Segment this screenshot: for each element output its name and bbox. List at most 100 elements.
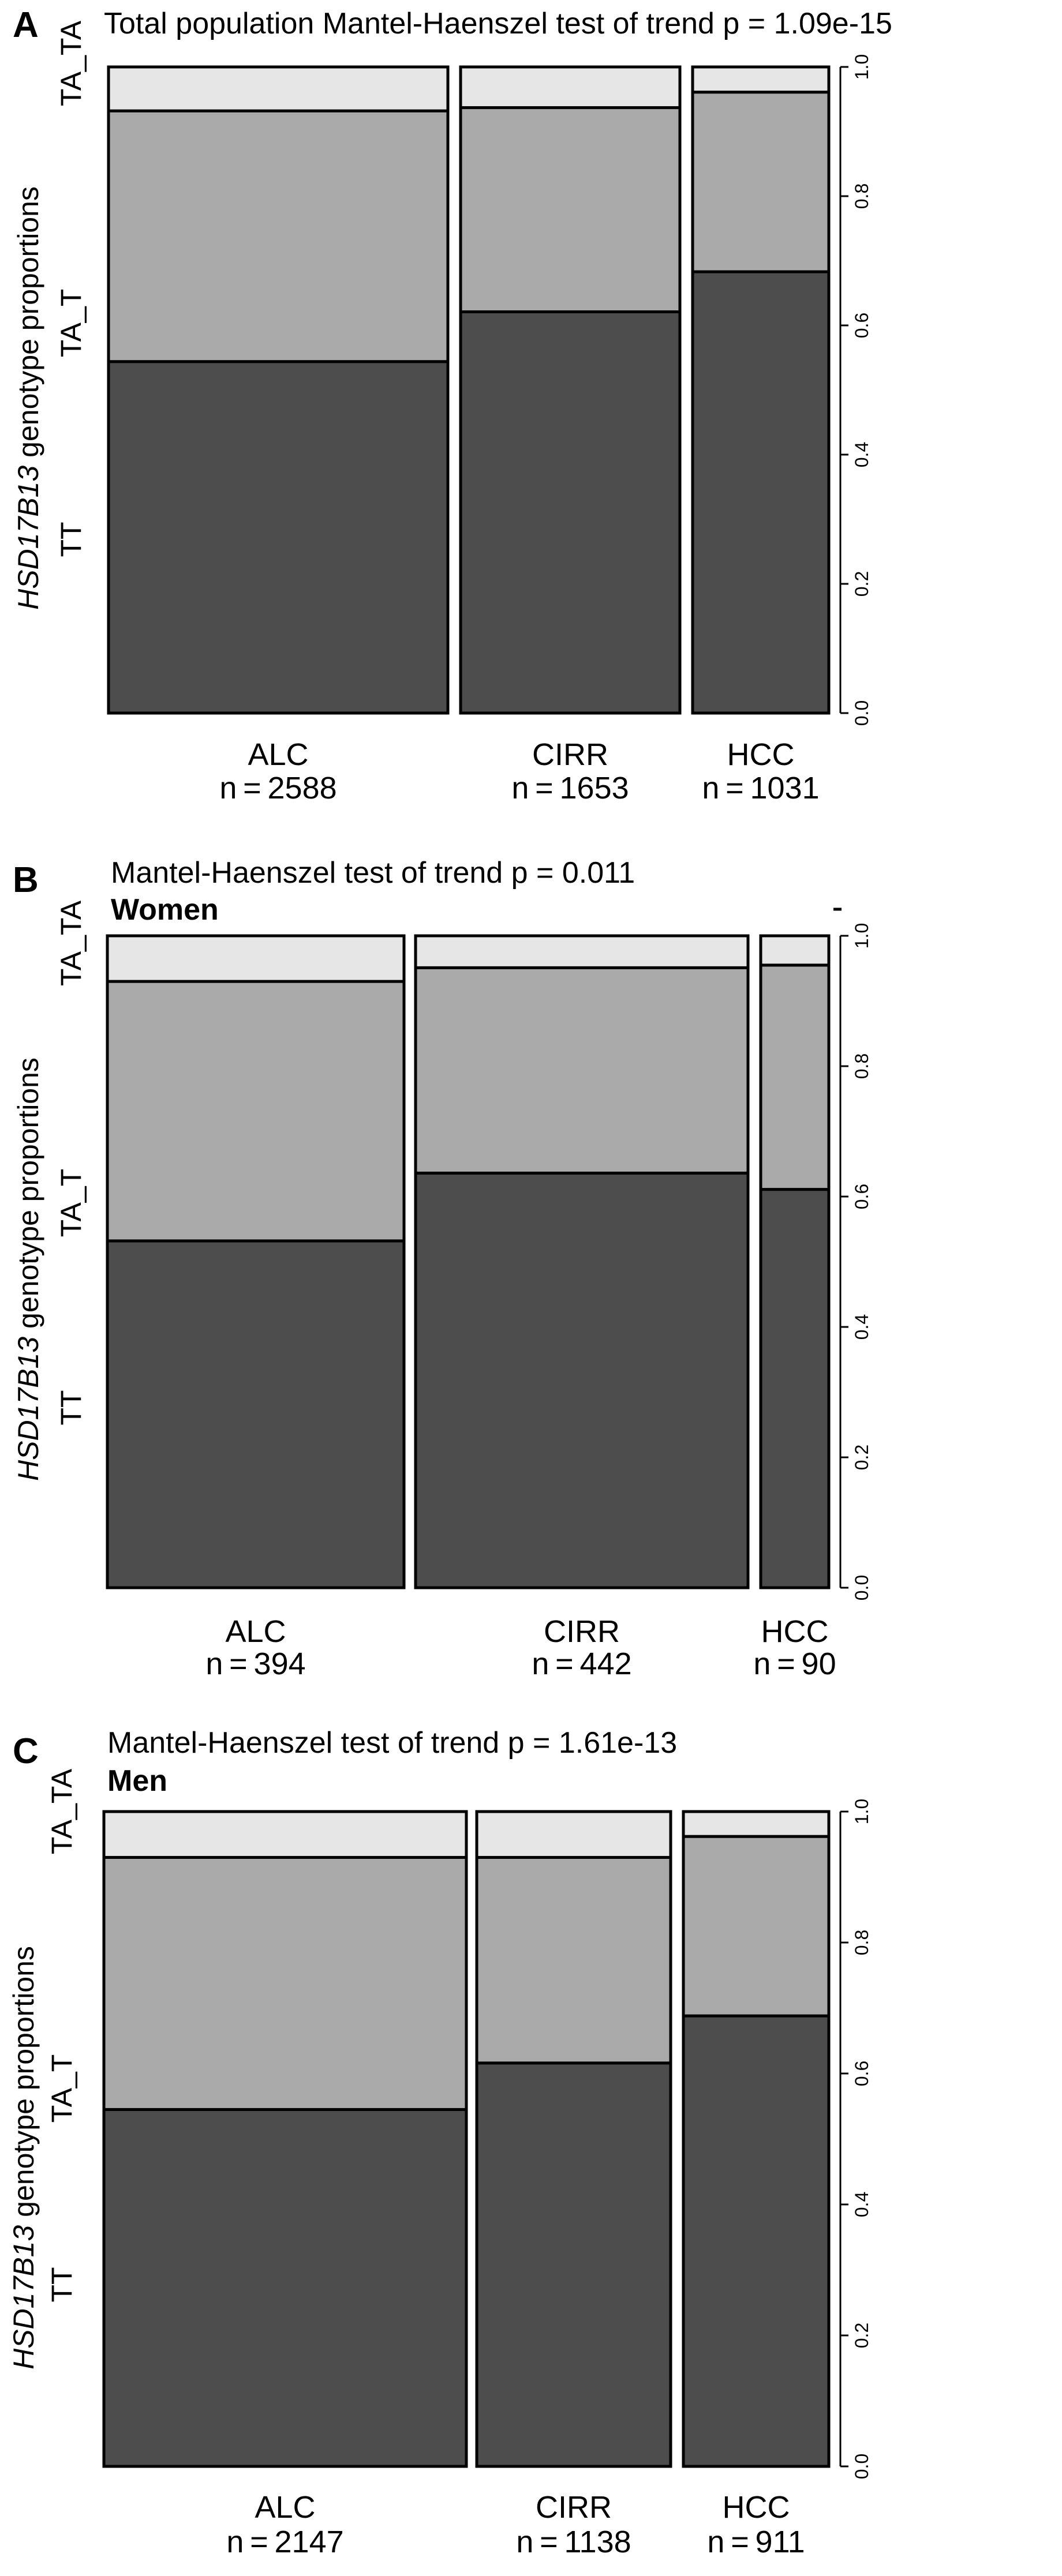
- panel-c: C Mantel-Haenszel test of trend p = 1.61…: [8, 1726, 872, 2559]
- panel-a-y-axis-label-gene: HSD17B13: [12, 466, 44, 610]
- panel-a-bar-hcc-ta-t: [691, 91, 831, 273]
- panel-a-y-tick-label-3: 0.6: [851, 313, 872, 338]
- panel-b-y-tick-label-1: 0.2: [851, 1445, 872, 1470]
- panel-c-genotype-label-ta-t: TA_T: [46, 2054, 78, 2123]
- panel-a-bar-cirr-tt: [459, 310, 682, 715]
- panel-c-count-label-alc: n = 2147: [226, 2525, 343, 2559]
- panel-b-genotype-label-ta-ta: TA_TA: [55, 900, 87, 986]
- panel-c-bar-cirr-ta-ta: [475, 1810, 672, 1859]
- panel-a-category-label-cirr: CIRR: [532, 737, 608, 772]
- panel-a-genotype-label-tt: TT: [55, 522, 87, 557]
- panel-c-bar-cirr-tt: [475, 2061, 672, 2468]
- panel-c-y-tick-label-4: 0.8: [851, 1930, 872, 1955]
- panel-c-y-axis: 0.0 0.2 0.4 0.6 0.8 1.0: [839, 1799, 872, 2479]
- panel-c-y-tick-label-0: 0.0: [851, 2454, 872, 2479]
- panel-c-count-label-cirr: n = 1138: [516, 2525, 631, 2559]
- panel-b-y-tick-label-0: 0.0: [851, 1575, 872, 1600]
- panel-b-y-tick-label-5: 1.0: [851, 923, 872, 948]
- panel-b-bars: [106, 934, 831, 1589]
- panel-c-y-tick-label-2: 0.4: [851, 2192, 872, 2217]
- panel-c-category-label-cirr: CIRR: [536, 2490, 612, 2525]
- panel-b-y-axis: 0.0 0.2 0.4 0.6 0.8 1.0: [839, 923, 872, 1600]
- panel-a-y-tick-label-4: 0.8: [851, 183, 872, 209]
- panel-c-bar-hcc-ta-t: [682, 1835, 831, 2018]
- panel-b-letter: B: [13, 860, 39, 900]
- panel-a-y-tick-label-5: 1.0: [851, 54, 872, 80]
- panel-c-y-axis-label-gene: HSD17B13: [8, 2225, 40, 2369]
- panel-b-y-axis-label-gene: HSD17B13: [12, 1337, 44, 1481]
- panel-c-bar-hcc-ta-ta: [682, 1810, 831, 1838]
- panel-b-y-tick-label-4: 0.8: [851, 1053, 872, 1079]
- panel-c-genotype-label-ta-ta: TA_TA: [46, 1768, 78, 1854]
- panel-c-category-label-alc: ALC: [255, 2490, 315, 2525]
- panel-c-genotype-label-tt: TT: [46, 2267, 78, 2302]
- panel-b-category-label-hcc: HCC: [761, 1614, 829, 1649]
- panel-b-bar-hcc-ta-ta: [759, 934, 831, 967]
- panel-b-y-axis-label-rest: genotype proportions: [12, 1058, 44, 1337]
- panel-a-count-label-alc: n = 2588: [219, 771, 336, 805]
- panel-a-bar-cirr-ta-ta: [459, 65, 682, 110]
- panel-c-y-tick-label-5: 1.0: [851, 1799, 872, 1824]
- panel-b-y-axis-label: HSD17B13 genotype proportions: [12, 1058, 44, 1481]
- panel-a-bar-cirr-ta-t: [459, 106, 682, 313]
- panel-b-count-label-hcc: n = 90: [753, 1647, 836, 1681]
- panel-a-y-tick-label-1: 0.2: [851, 571, 872, 597]
- panel-a-count-label-hcc: n = 1031: [702, 771, 819, 805]
- panel-a-genotype-label-ta-ta: TA_TA: [55, 20, 87, 106]
- panel-c-bar-alc-ta-t: [102, 1855, 468, 2111]
- panel-c-bar-alc-tt: [102, 2108, 468, 2468]
- panel-a-bar-alc-ta-t: [107, 109, 450, 363]
- panel-a-title: Total population Mantel-Haenszel test of…: [104, 7, 892, 40]
- panel-c-y-axis-label: HSD17B13 genotype proportions: [8, 1946, 40, 2369]
- panel-b-count-label-alc: n = 394: [205, 1647, 305, 1681]
- panel-b-category-label-cirr: CIRR: [544, 1614, 620, 1649]
- panel-c-y-tick-label-1: 0.2: [851, 2323, 872, 2348]
- panel-c-letter: C: [13, 1731, 39, 1771]
- panel-a-bar-hcc-ta-ta: [691, 65, 831, 94]
- panel-b-subtitle: Women: [111, 893, 219, 927]
- panel-c-genotype-labels: TT TA_T TA_TA: [46, 1768, 78, 2302]
- panel-a-category-label-hcc: HCC: [727, 737, 795, 772]
- panel-c-bar-hcc-tt: [682, 2014, 831, 2468]
- panel-b-title: Mantel-Haenszel test of trend p = 0.011: [111, 856, 635, 890]
- panel-a-genotype-label-ta-t: TA_T: [55, 289, 87, 358]
- panel-c-category-label-hcc: HCC: [723, 2490, 790, 2525]
- panel-a-count-label-cirr: n = 1653: [511, 771, 629, 805]
- panel-c-bar-alc-ta-ta: [102, 1810, 468, 1859]
- panel-b-bar-alc-ta-t: [106, 980, 406, 1243]
- panel-c-title: Mantel-Haenszel test of trend p = 1.61e-…: [107, 1726, 677, 1760]
- panel-a-category-label-alc: ALC: [248, 737, 308, 772]
- panel-c-y-axis-label-rest: genotype proportions: [8, 1946, 40, 2225]
- panel-b-bar-hcc-ta-t: [759, 963, 831, 1191]
- panel-b-bar-cirr-ta-ta: [414, 934, 750, 969]
- panel-a-y-tick-label-0: 0.0: [851, 700, 872, 726]
- panel-b: B Mantel-Haenszel test of trend p = 0.01…: [12, 856, 872, 1681]
- panel-c-count-label-hcc: n = 911: [707, 2525, 805, 2559]
- panel-b-bar-cirr-tt: [414, 1171, 750, 1589]
- panel-b-count-label-cirr: n = 442: [532, 1647, 631, 1681]
- panel-c-y-tick-label-3: 0.6: [851, 2061, 872, 2086]
- panel-a-bar-alc-ta-ta: [107, 65, 450, 113]
- panel-c-subtitle: Men: [107, 1764, 167, 1798]
- panel-b-y-tick-label-2: 0.4: [851, 1314, 872, 1340]
- panel-b-bar-hcc-tt: [759, 1188, 831, 1589]
- panel-a-y-tick-label-2: 0.4: [851, 442, 872, 467]
- panel-b-bar-alc-ta-ta: [106, 934, 406, 983]
- panel-b-y-tick-label-3: 0.6: [851, 1184, 872, 1209]
- panel-a: A Total population Mantel-Haenszel test …: [12, 5, 892, 805]
- panel-b-bar-cirr-ta-t: [414, 966, 750, 1175]
- panel-a-bars: [107, 65, 831, 715]
- panel-a-letter: A: [13, 5, 39, 45]
- panel-b-category-label-alc: ALC: [225, 1614, 286, 1649]
- panel-b-genotype-label-ta-t: TA_T: [55, 1169, 87, 1238]
- panel-a-y-axis-label: HSD17B13 genotype proportions: [12, 186, 44, 610]
- panel-c-bars: [102, 1810, 831, 2468]
- panel-c-bar-cirr-ta-t: [475, 1855, 672, 2065]
- panel-a-bar-alc-tt: [107, 360, 450, 715]
- panel-b-genotype-labels: TT TA_T TA_TA: [55, 900, 87, 1425]
- panel-a-y-axis: 0.0 0.2 0.4 0.6 0.8 1.0: [839, 54, 872, 726]
- panel-b-bar-alc-tt: [106, 1239, 406, 1589]
